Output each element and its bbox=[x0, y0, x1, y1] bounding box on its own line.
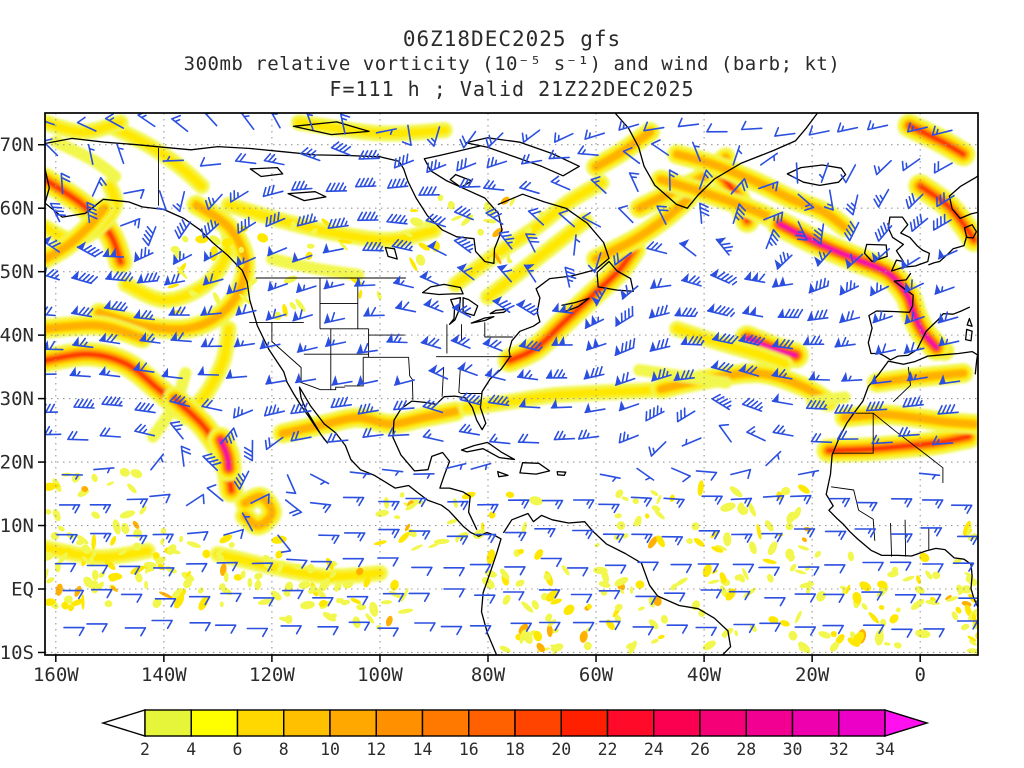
colorbar-label: 26 bbox=[690, 740, 710, 759]
state-country-borders bbox=[158, 147, 944, 557]
colorbar-segment bbox=[560, 709, 609, 737]
lon-tick-label: 60W bbox=[579, 664, 614, 686]
lon-tick-label: 40W bbox=[687, 664, 722, 686]
colorbar-segment bbox=[144, 709, 192, 737]
colorbar-label: 10 bbox=[320, 740, 340, 759]
colorbar-label: 32 bbox=[829, 740, 849, 759]
colorbar-segment bbox=[421, 709, 470, 737]
lat-tick-label: 20N bbox=[0, 452, 34, 474]
lon-tick-label: 140W bbox=[141, 664, 187, 686]
lat-tick-label: EQ bbox=[11, 578, 34, 600]
lat-tick-label: 40N bbox=[0, 325, 34, 347]
lon-tick-label: 160W bbox=[33, 664, 79, 686]
lon-tick-label: 0 bbox=[914, 664, 925, 686]
colorbar-segment bbox=[375, 709, 424, 737]
colorbar-label: 18 bbox=[505, 740, 525, 759]
lon-axis: 160W 140W 120W 100W 80W 60W 40W 20W 0 bbox=[33, 655, 926, 686]
colorbar-label: 24 bbox=[644, 740, 664, 759]
colorbar-label: 8 bbox=[279, 740, 289, 759]
colorbar-segment bbox=[838, 709, 886, 737]
wind-barbs bbox=[45, 113, 978, 638]
colorbar: 2 4 6 8 10 12 14 16 18 20 22 24 26 28 30 32 34 bbox=[100, 709, 930, 759]
colorbar-label: 12 bbox=[366, 740, 386, 759]
speckle-layer bbox=[45, 194, 978, 655]
colorbar-label: 14 bbox=[413, 740, 433, 759]
colorbar-segment bbox=[699, 709, 747, 737]
colorbar-segment bbox=[236, 709, 285, 737]
lat-tick-label: 10S bbox=[0, 642, 34, 664]
colorbar-segment bbox=[468, 709, 516, 737]
lat-tick-label: 70N bbox=[0, 134, 34, 156]
lat-axis: 70N 60N 50N 40N 30N 20N 10N EQ 10S bbox=[0, 134, 45, 664]
colorbar-segment bbox=[745, 709, 794, 737]
title-line-3: F=111 h ; Valid 21Z22DEC2025 bbox=[329, 77, 695, 101]
colorbar-segment bbox=[329, 709, 377, 737]
colorbar-label: 30 bbox=[783, 740, 803, 759]
map-content bbox=[45, 113, 978, 655]
colorbar-label: 4 bbox=[186, 740, 196, 759]
lon-tick-label: 120W bbox=[249, 664, 295, 686]
colorbar-segment bbox=[606, 709, 655, 737]
colorbar-segment bbox=[514, 709, 562, 737]
lon-tick-label: 100W bbox=[357, 664, 403, 686]
lat-tick-label: 10N bbox=[0, 515, 34, 537]
colorbar-segment bbox=[653, 709, 701, 737]
colorbar-label: 34 bbox=[875, 740, 895, 759]
colorbar-label: 28 bbox=[736, 740, 756, 759]
colorbar-label: 22 bbox=[598, 740, 618, 759]
colorbar-segment bbox=[791, 709, 840, 737]
lon-tick-label: 80W bbox=[471, 664, 506, 686]
colorbar-segment bbox=[190, 709, 239, 737]
colorbar-left-arrow bbox=[100, 709, 146, 737]
colorbar-label: 6 bbox=[233, 740, 243, 759]
lat-tick-label: 30N bbox=[0, 388, 34, 410]
colorbar-label: 2 bbox=[140, 740, 150, 759]
colorbar-right-arrow bbox=[884, 709, 930, 737]
title-line-2: 300mb relative vorticity (10⁻⁵ s⁻¹) and … bbox=[183, 53, 841, 75]
colorbar-label: 20 bbox=[551, 740, 571, 759]
map-frame bbox=[44, 112, 979, 656]
lon-tick-label: 20W bbox=[795, 664, 830, 686]
colorbar-label: 16 bbox=[459, 740, 479, 759]
lat-tick-label: 50N bbox=[0, 261, 34, 283]
title-line-1: 06Z18DEC2025 gfs bbox=[402, 27, 622, 51]
lat-tick-label: 60N bbox=[0, 198, 34, 220]
coastlines bbox=[45, 113, 978, 655]
colorbar-segment bbox=[283, 709, 331, 737]
